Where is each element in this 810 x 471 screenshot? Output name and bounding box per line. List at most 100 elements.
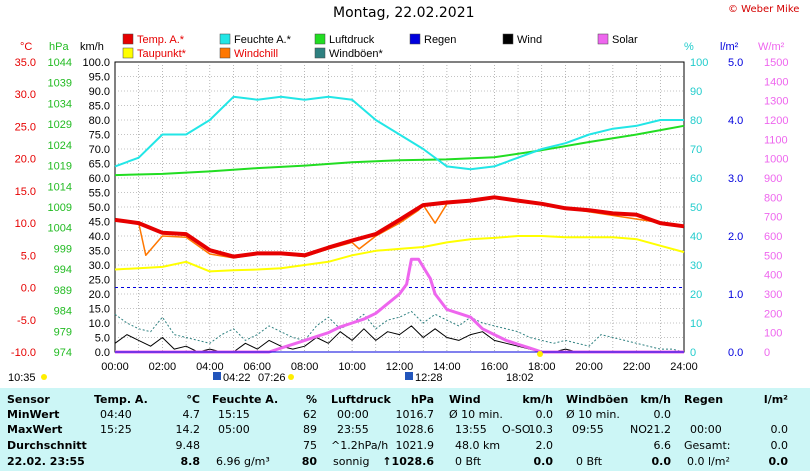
legend-label: Temp. A.* <box>137 34 185 46</box>
stats-cell: 1016.7 <box>395 408 435 421</box>
stats-cell: O-SO <box>502 423 531 436</box>
kmh-unit: km/h <box>80 41 104 53</box>
stats-cell: 09:55 <box>572 423 604 436</box>
stats-cell: 0.0 <box>533 455 554 468</box>
rain-axis-tick: 1.0 <box>728 289 743 301</box>
copyright-text[interactable]: © Weber Mike <box>728 4 800 15</box>
legend-swatch <box>219 33 231 45</box>
time-tick-label: 04:00 <box>196 361 224 373</box>
hpa-axis-tick: 989 <box>54 285 72 297</box>
stats-header: l/m² <box>763 393 788 406</box>
legend-swatch <box>409 33 421 45</box>
kmh-axis-tick: 70.0 <box>89 144 110 156</box>
stats-cell: 04:40 <box>100 408 132 421</box>
kmh-axis-tick: 65.0 <box>89 159 110 171</box>
rain-axis-tick: 0.0 <box>728 347 743 359</box>
hpa-axis-tick: 979 <box>54 326 72 338</box>
stats-cell: 0.0 <box>770 439 789 452</box>
kmh-axis-tick: 40.0 <box>89 231 110 243</box>
kmh-axis-tick: 60.0 <box>89 173 110 185</box>
sunset-icon <box>537 351 543 357</box>
rain-axis-tick: 3.0 <box>728 173 743 185</box>
humidity-axis-tick: 30 <box>690 260 702 272</box>
rain-unit: l/m² <box>720 41 739 53</box>
solar-axis-tick: 200 <box>764 308 782 320</box>
chart-title: Montag, 22.02.2021 <box>333 5 475 21</box>
kmh-axis-tick: 5.0 <box>95 333 110 345</box>
hpa-axis-tick: 1004 <box>48 223 72 235</box>
stats-cell: 6.6 <box>653 439 672 452</box>
series-line-solar <box>115 257 684 354</box>
temp-axis-tick: 25.0 <box>15 121 36 133</box>
stats-row-label: MinWert <box>7 408 60 421</box>
stats-cell: 0.0 <box>535 408 554 421</box>
solar-axis-tick: 1100 <box>764 134 788 146</box>
hpa-unit: hPa <box>49 41 69 53</box>
legend-label: Feuchte A.* <box>234 34 292 46</box>
stats-cell: 4.7 <box>182 408 201 421</box>
temp-axis-tick: 0.0 <box>21 283 36 295</box>
stats-cell: 15:25 <box>100 423 132 436</box>
time-tick-label: 06:00 <box>243 361 271 373</box>
stats-cell: 48.0 km <box>455 439 501 452</box>
stats-header: % <box>305 393 317 406</box>
stats-cell: 62 <box>303 408 317 421</box>
stats-cell: 0 Bft <box>576 455 603 468</box>
hpa-axis-tick: 1039 <box>48 78 72 90</box>
solar-unit: W/m² <box>758 41 785 53</box>
humidity-axis-tick: 20 <box>690 289 702 301</box>
event-time-label: 18:02 <box>506 372 534 384</box>
time-tick-label: 22:00 <box>623 361 651 373</box>
event-time-label: 12:28 <box>415 372 443 384</box>
stats-cell: ↑1028.6 <box>382 455 434 468</box>
humidity-axis-tick: 60 <box>690 173 702 185</box>
solar-axis-tick: 100 <box>764 328 782 340</box>
hpa-axis-tick: 999 <box>54 243 72 255</box>
kmh-axis-tick: 0.0 <box>95 347 110 359</box>
kmh-axis-tick: 25.0 <box>89 275 110 287</box>
stats-cell: 6.96 g/m³ <box>216 455 270 468</box>
solar-axis-tick: 1300 <box>764 96 788 108</box>
kmh-axis-tick: 90.0 <box>89 86 110 98</box>
temp-axis-tick: 35.0 <box>15 57 36 69</box>
moonrise-icon <box>213 372 221 380</box>
stats-cell: 8.8 <box>180 455 201 468</box>
kmh-axis-tick: 20.0 <box>89 289 110 301</box>
stats-header: hPa <box>410 393 434 406</box>
kmh-axis-tick: 45.0 <box>89 217 110 229</box>
hpa-axis-tick: 984 <box>54 306 72 318</box>
event-time-label: 07:26 <box>258 372 286 384</box>
legend-label: Windböen* <box>329 48 384 60</box>
stats-header: Temp. A. <box>94 393 148 406</box>
stats-cell: 1028.6 <box>395 423 435 436</box>
legend-swatch <box>314 33 326 45</box>
kmh-axis-tick: 35.0 <box>89 246 110 258</box>
solar-axis-tick: 1400 <box>764 76 788 88</box>
hpa-axis-tick: 1024 <box>48 140 72 152</box>
legend-label: Solar <box>612 34 638 46</box>
hpa-axis-tick: 1034 <box>48 98 72 110</box>
stats-cell: 0 Bft <box>455 455 482 468</box>
time-tick-label: 16:00 <box>481 361 509 373</box>
stats-header: °C <box>186 393 200 406</box>
stats-cell: 75 <box>303 439 317 452</box>
humidity-axis-tick: 10 <box>690 318 702 330</box>
series-line-luftdruck <box>114 124 685 177</box>
series-line-taupunkt <box>114 235 685 273</box>
stats-cell: 0.0 <box>653 408 672 421</box>
stats-cell: 00:00 <box>337 408 369 421</box>
stats-cell: 0.0 <box>768 455 789 468</box>
kmh-axis-tick: 95.0 <box>89 72 110 84</box>
kmh-axis-tick: 85.0 <box>89 101 110 113</box>
stats-row-label: MaxWert <box>7 423 63 436</box>
time-tick-label: 24:00 <box>670 361 698 373</box>
kmh-axis-tick: 30.0 <box>89 260 110 272</box>
stats-cell: Gesamt: <box>684 439 731 452</box>
solar-axis-tick: 0 <box>764 347 770 359</box>
stats-cell: 0.0 <box>770 423 789 436</box>
hpa-axis-tick: 1044 <box>48 57 72 69</box>
temp-axis-tick: 5.0 <box>21 250 36 262</box>
legend-label: Windchill <box>234 48 278 60</box>
weather-chart: 35.0 30.0 25.0 20.0 15.0 10.0 5.0 0.0 -5.0 -10.0 1… <box>8 33 788 384</box>
hpa-axis-tick: 1029 <box>48 119 72 131</box>
